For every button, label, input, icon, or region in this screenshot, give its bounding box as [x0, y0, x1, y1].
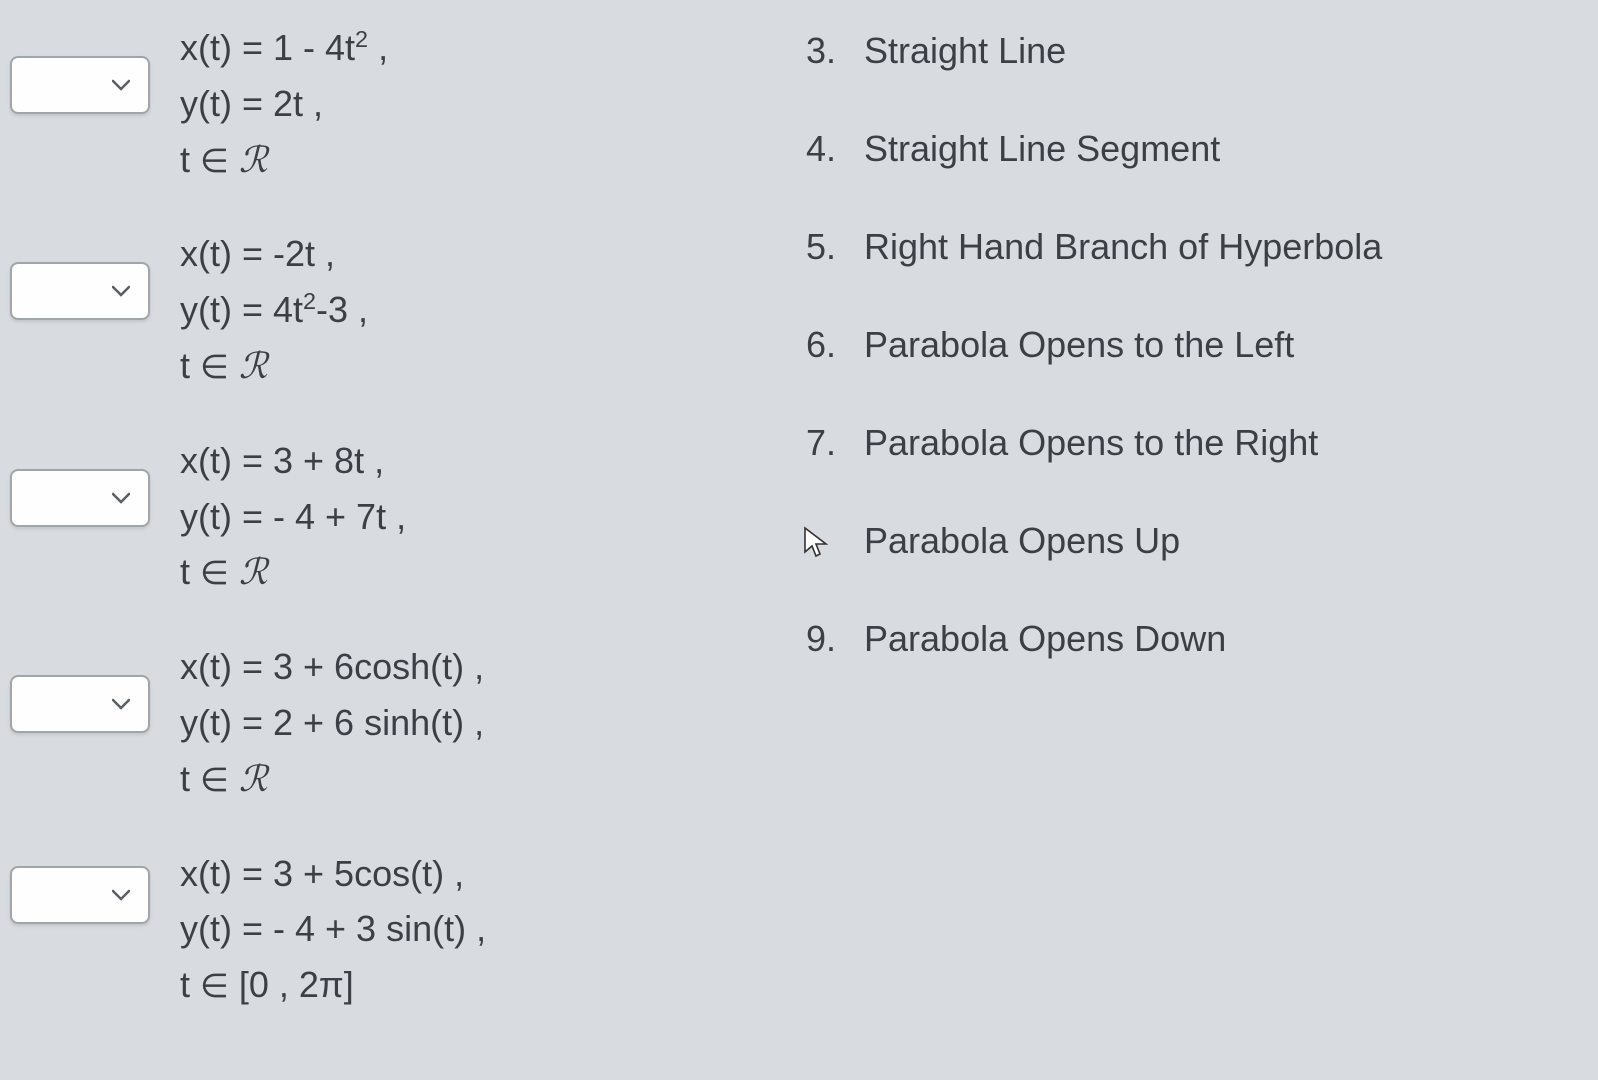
question-row-2: x(t) = -2t , y(t) = 4t2-3 , t ∈ ℛ — [10, 226, 770, 394]
answer-option-8: Parabola Opens Up — [790, 520, 1588, 562]
answer-label: Parabola Opens to the Left — [864, 324, 1294, 366]
equation-block-5: x(t) = 3 + 5cos(t) , y(t) = - 4 + 3 sin(… — [180, 846, 486, 1013]
answers-column: 3. Straight Line 4. Straight Line Segmen… — [770, 20, 1588, 1060]
answer-option-7: 7. Parabola Opens to the Right — [790, 422, 1588, 464]
equation-line: x(t) = -2t , — [180, 226, 368, 282]
answer-number — [790, 520, 836, 562]
answer-select-1[interactable] — [10, 56, 150, 114]
chevron-down-icon — [112, 282, 130, 300]
chevron-down-icon — [112, 695, 130, 713]
answer-number: 3. — [790, 30, 836, 72]
answer-select-3[interactable] — [10, 469, 150, 527]
equation-line: y(t) = 4t2-3 , — [180, 282, 368, 338]
answer-label: Parabola Opens Up — [864, 520, 1180, 562]
chevron-down-icon — [112, 489, 130, 507]
answer-label: Parabola Opens Down — [864, 618, 1226, 660]
equation-line: x(t) = 3 + 8t , — [180, 433, 406, 489]
answer-option-6: 6. Parabola Opens to the Left — [790, 324, 1588, 366]
answer-label: Straight Line — [864, 30, 1066, 72]
question-row-3: x(t) = 3 + 8t , y(t) = - 4 + 7t , t ∈ ℛ — [10, 433, 770, 601]
answer-label: Straight Line Segment — [864, 128, 1220, 170]
answer-label: Right Hand Branch of Hyperbola — [864, 226, 1382, 268]
answer-number: 4. — [790, 128, 836, 170]
equation-line: t ∈ [0 , 2π] — [180, 957, 486, 1013]
questions-column: x(t) = 1 - 4t2 , y(t) = 2t , t ∈ ℛ x(t) … — [10, 20, 770, 1060]
equation-block-4: x(t) = 3 + 6cosh(t) , y(t) = 2 + 6 sinh(… — [180, 639, 484, 807]
chevron-down-icon — [112, 76, 130, 94]
equation-line: y(t) = 2 + 6 sinh(t) , — [180, 695, 484, 751]
equation-line: y(t) = - 4 + 7t , — [180, 489, 406, 545]
answer-label: Parabola Opens to the Right — [864, 422, 1318, 464]
cursor-icon — [802, 526, 832, 560]
answer-number: 5. — [790, 226, 836, 268]
question-row-1: x(t) = 1 - 4t2 , y(t) = 2t , t ∈ ℛ — [10, 20, 770, 188]
answer-number: 9. — [790, 618, 836, 660]
answer-option-4: 4. Straight Line Segment — [790, 128, 1588, 170]
equation-block-3: x(t) = 3 + 8t , y(t) = - 4 + 7t , t ∈ ℛ — [180, 433, 406, 601]
answer-option-5: 5. Right Hand Branch of Hyperbola — [790, 226, 1588, 268]
equation-block-1: x(t) = 1 - 4t2 , y(t) = 2t , t ∈ ℛ — [180, 20, 388, 188]
chevron-down-icon — [112, 886, 130, 904]
equation-line: x(t) = 3 + 6cosh(t) , — [180, 639, 484, 695]
equation-line: t ∈ ℛ — [180, 751, 484, 808]
answer-option-3: 3. Straight Line — [790, 30, 1588, 72]
answer-select-4[interactable] — [10, 675, 150, 733]
answer-option-9: 9. Parabola Opens Down — [790, 618, 1588, 660]
equation-line: t ∈ ℛ — [180, 544, 406, 601]
equation-block-2: x(t) = -2t , y(t) = 4t2-3 , t ∈ ℛ — [180, 226, 368, 394]
question-row-4: x(t) = 3 + 6cosh(t) , y(t) = 2 + 6 sinh(… — [10, 639, 770, 807]
answer-number: 6. — [790, 324, 836, 366]
equation-line: t ∈ ℛ — [180, 338, 368, 395]
equation-line: y(t) = - 4 + 3 sin(t) , — [180, 901, 486, 957]
question-row-5: x(t) = 3 + 5cos(t) , y(t) = - 4 + 3 sin(… — [10, 846, 770, 1013]
answer-number: 7. — [790, 422, 836, 464]
equation-line: x(t) = 3 + 5cos(t) , — [180, 846, 486, 902]
equation-line: y(t) = 2t , — [180, 76, 388, 132]
answer-select-2[interactable] — [10, 262, 150, 320]
answer-select-5[interactable] — [10, 866, 150, 924]
equation-line: x(t) = 1 - 4t2 , — [180, 20, 388, 76]
equation-line: t ∈ ℛ — [180, 132, 388, 189]
